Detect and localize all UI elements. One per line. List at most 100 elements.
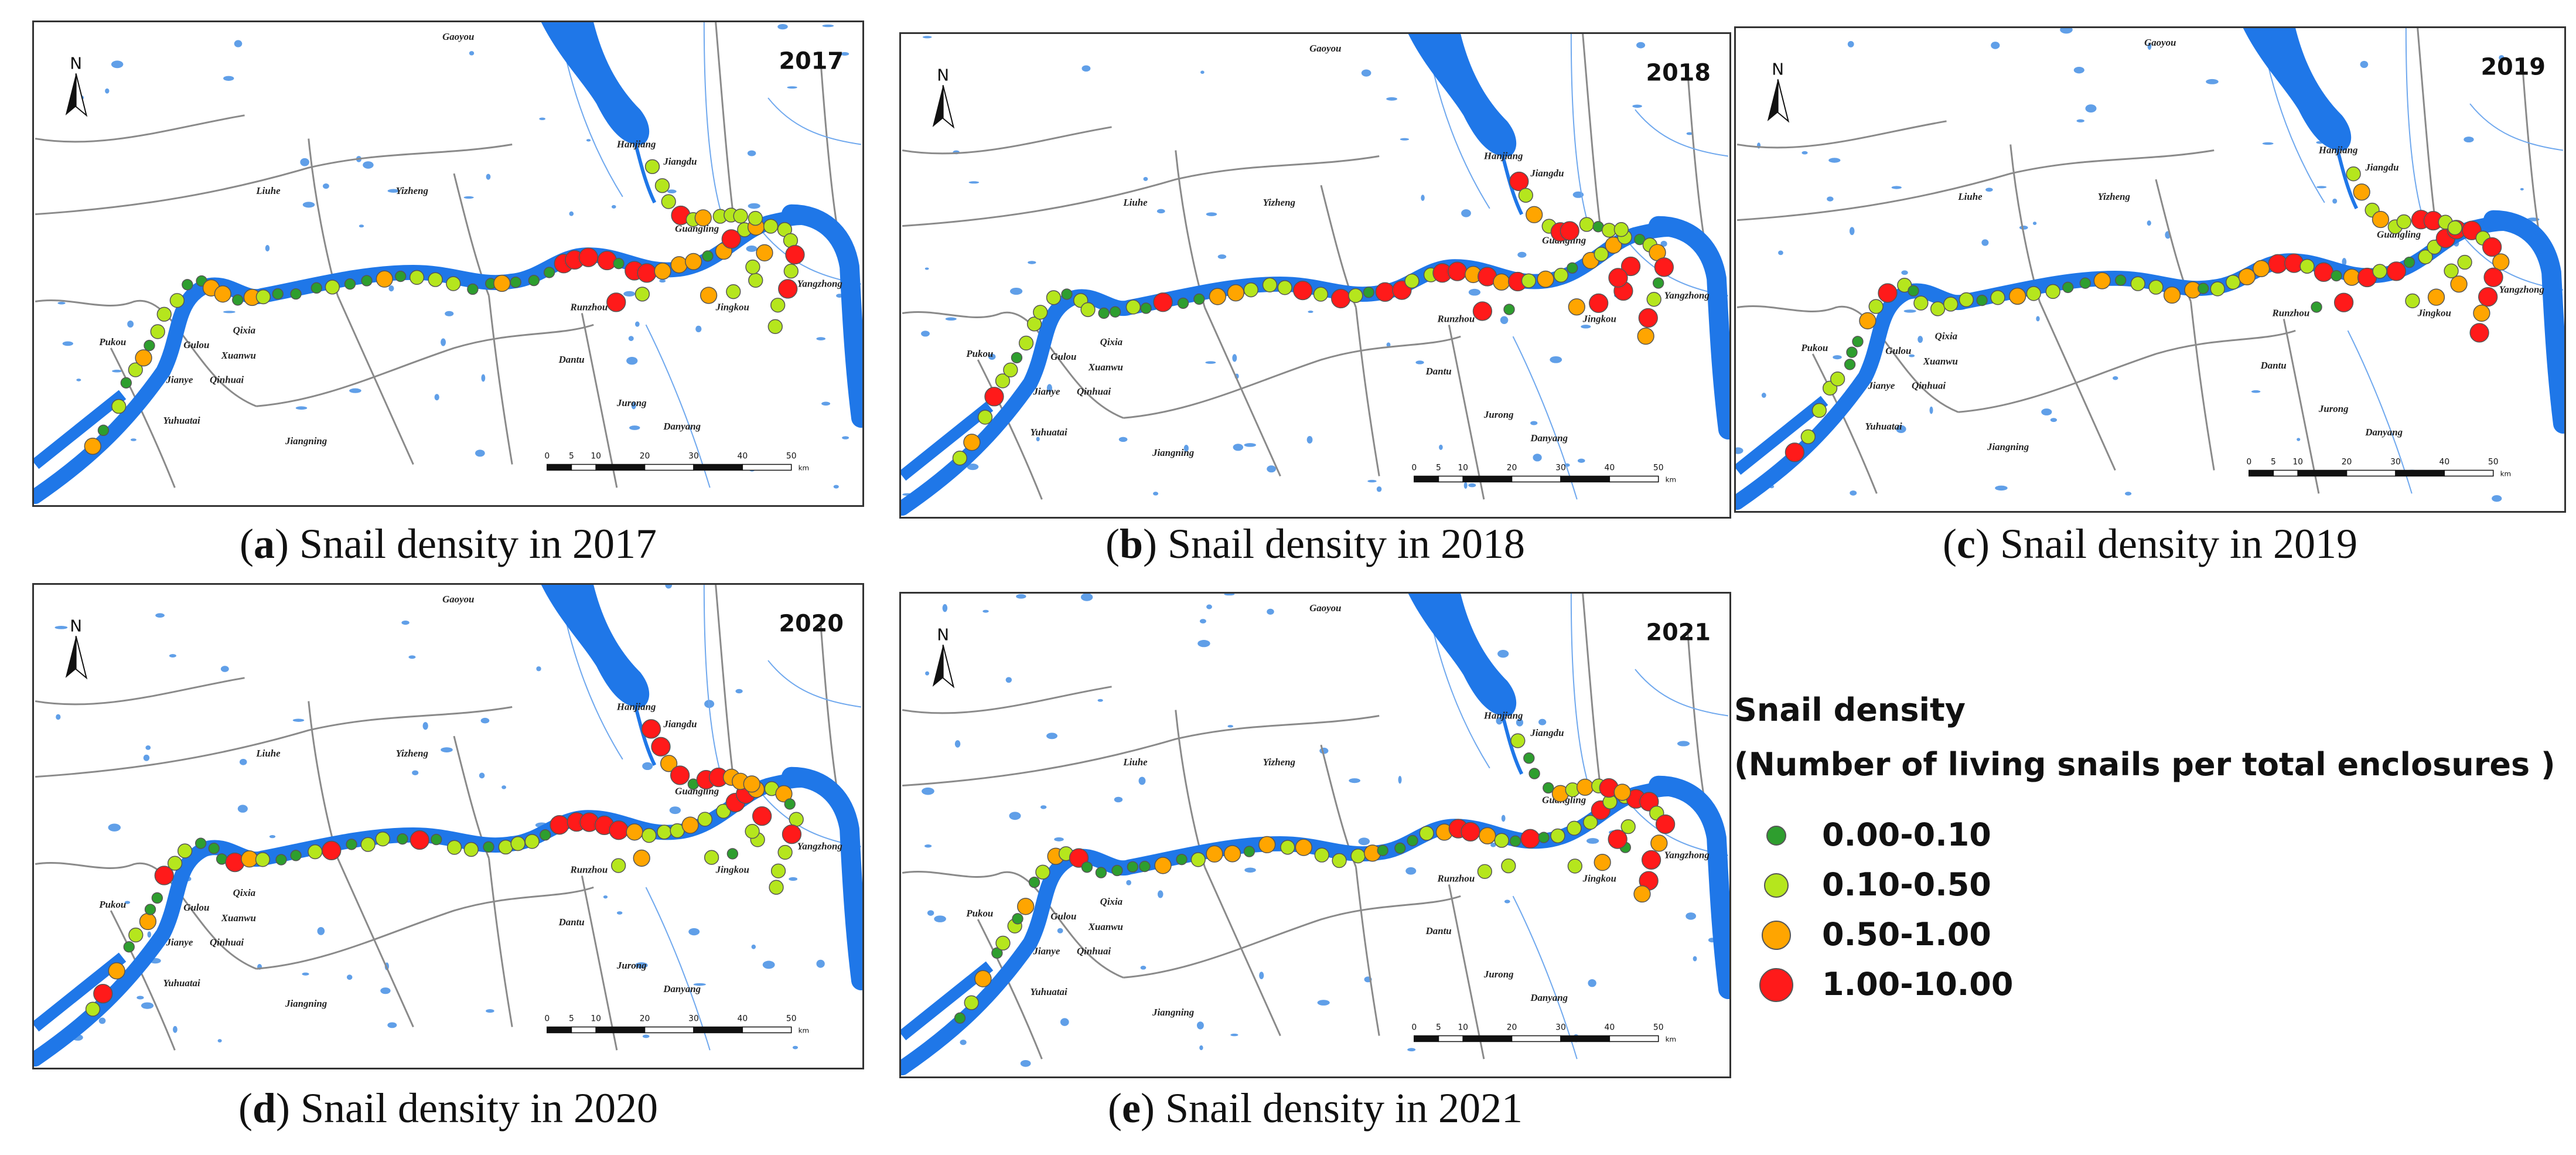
lake-mark [434, 394, 439, 401]
lake-mark [302, 202, 315, 208]
snail-density-point [1608, 829, 1628, 849]
scale-tick-label: 5 [1436, 464, 1441, 473]
snail-density-point [255, 852, 271, 867]
snail-density-point [1332, 853, 1347, 868]
lake-mark [1217, 254, 1227, 259]
snail-density-point [775, 785, 793, 803]
lake-mark [401, 620, 410, 625]
north-label: N [1772, 59, 1784, 79]
place-label: Liuhe [1122, 757, 1148, 768]
snail-density-point [1111, 864, 1123, 877]
scale-segment [547, 1026, 572, 1034]
snail-density-point [409, 270, 425, 285]
lake-mark [1206, 212, 1217, 216]
snail-density-point [995, 373, 1011, 389]
place-label: Gulou [1050, 911, 1076, 922]
snail-density-point [748, 210, 763, 226]
snail-density-point [661, 194, 676, 209]
scale-segment [1414, 475, 1439, 483]
district-boundary [1958, 329, 2296, 413]
stream [767, 97, 862, 145]
canal [632, 138, 657, 204]
lake-mark [1461, 209, 1471, 217]
legend-subtitle: (Number of living snails per total enclo… [1734, 746, 2555, 783]
place-label: Guangling [675, 223, 719, 234]
scale-tick-label: 5 [1436, 1023, 1441, 1033]
snail-density-point [2457, 254, 2472, 270]
snail-density-point [1098, 307, 1110, 319]
snail-density-point [702, 250, 714, 262]
snail-density-point [1637, 327, 1654, 345]
place-label: Yuhuatai [163, 415, 200, 426]
scale-tick-label: 0 [544, 452, 550, 461]
scale-tick-label: 10 [591, 1014, 601, 1024]
snail-density-point [2372, 264, 2387, 279]
snail-density-point [1830, 372, 1845, 387]
snail-density-point [1350, 849, 1366, 864]
snail-density-point [685, 253, 702, 271]
lake-mark [1833, 355, 1842, 360]
lake-mark [1850, 490, 1857, 496]
lake-mark [1349, 778, 1360, 783]
lake-mark [1046, 384, 1052, 393]
lake-mark [1126, 880, 1131, 885]
lake-mark [1686, 132, 1693, 135]
scale-segment [2346, 469, 2396, 477]
snail-density-point [1012, 913, 1023, 925]
lake-mark [387, 189, 400, 193]
lake-mark [1736, 447, 1744, 454]
snail-density-point [325, 280, 340, 295]
lake-mark [2050, 418, 2058, 423]
snail-density-point [467, 283, 479, 295]
lake-mark [1097, 699, 1103, 702]
yangtze-river-lower [1648, 775, 1729, 999]
snail-density-point [1526, 206, 1543, 223]
lake-mark [2499, 54, 2505, 60]
snail-density-point [85, 1001, 101, 1017]
snail-density-point [123, 941, 135, 953]
lake-mark [2147, 220, 2151, 226]
snail-density-point [208, 843, 220, 854]
lake-mark [536, 666, 541, 672]
scale-tick-label: 10 [591, 452, 601, 461]
map-panel-2019: Gaoyou Jiangdu Hanjiang Liuhe Yizheng Guangli… [1734, 26, 2566, 513]
snail-density-point [290, 288, 302, 300]
snail-density-point [1650, 834, 1668, 852]
place-label: Pukou [1800, 342, 1828, 353]
lake-mark [2032, 222, 2037, 225]
snail-density-point [1026, 316, 1042, 332]
lake-mark [629, 425, 640, 430]
lake-mark [346, 975, 353, 980]
snail-density-point [644, 159, 660, 175]
north-arrow-icon [75, 73, 88, 117]
year-label: 2019 [2481, 53, 2546, 80]
lake-mark [441, 747, 453, 752]
lake-mark [1054, 837, 1064, 841]
lake-mark [1530, 421, 1538, 425]
lake-mark [842, 436, 849, 439]
snail-density-point [1243, 282, 1258, 298]
lake-mark [777, 23, 788, 30]
snail-density-point [376, 270, 393, 288]
snail-density-point [1035, 864, 1050, 880]
snail-density-point [784, 798, 796, 810]
snail-density-point [232, 294, 244, 306]
place-label: Gaoyou [1309, 43, 1341, 54]
snail-density-point [1018, 335, 1034, 351]
lake-mark [967, 464, 979, 471]
legend-item-1: 0.10-0.50 [1734, 859, 2554, 909]
lake-mark [1686, 912, 1697, 920]
snail-density-point [606, 292, 626, 312]
scale-segment [1438, 475, 1463, 483]
snail-density-point [2386, 261, 2406, 281]
scale-tick-label: 20 [2342, 458, 2352, 467]
north-label: N [937, 625, 949, 644]
place-label: Hanjiang [616, 138, 656, 149]
snail-density-point [763, 219, 779, 234]
lake-mark [143, 754, 150, 761]
snail-density-point [360, 837, 376, 852]
place-label: Jianye [1033, 946, 1060, 957]
scale-segment [2249, 469, 2274, 477]
scale-tick-label: 30 [688, 1014, 699, 1024]
